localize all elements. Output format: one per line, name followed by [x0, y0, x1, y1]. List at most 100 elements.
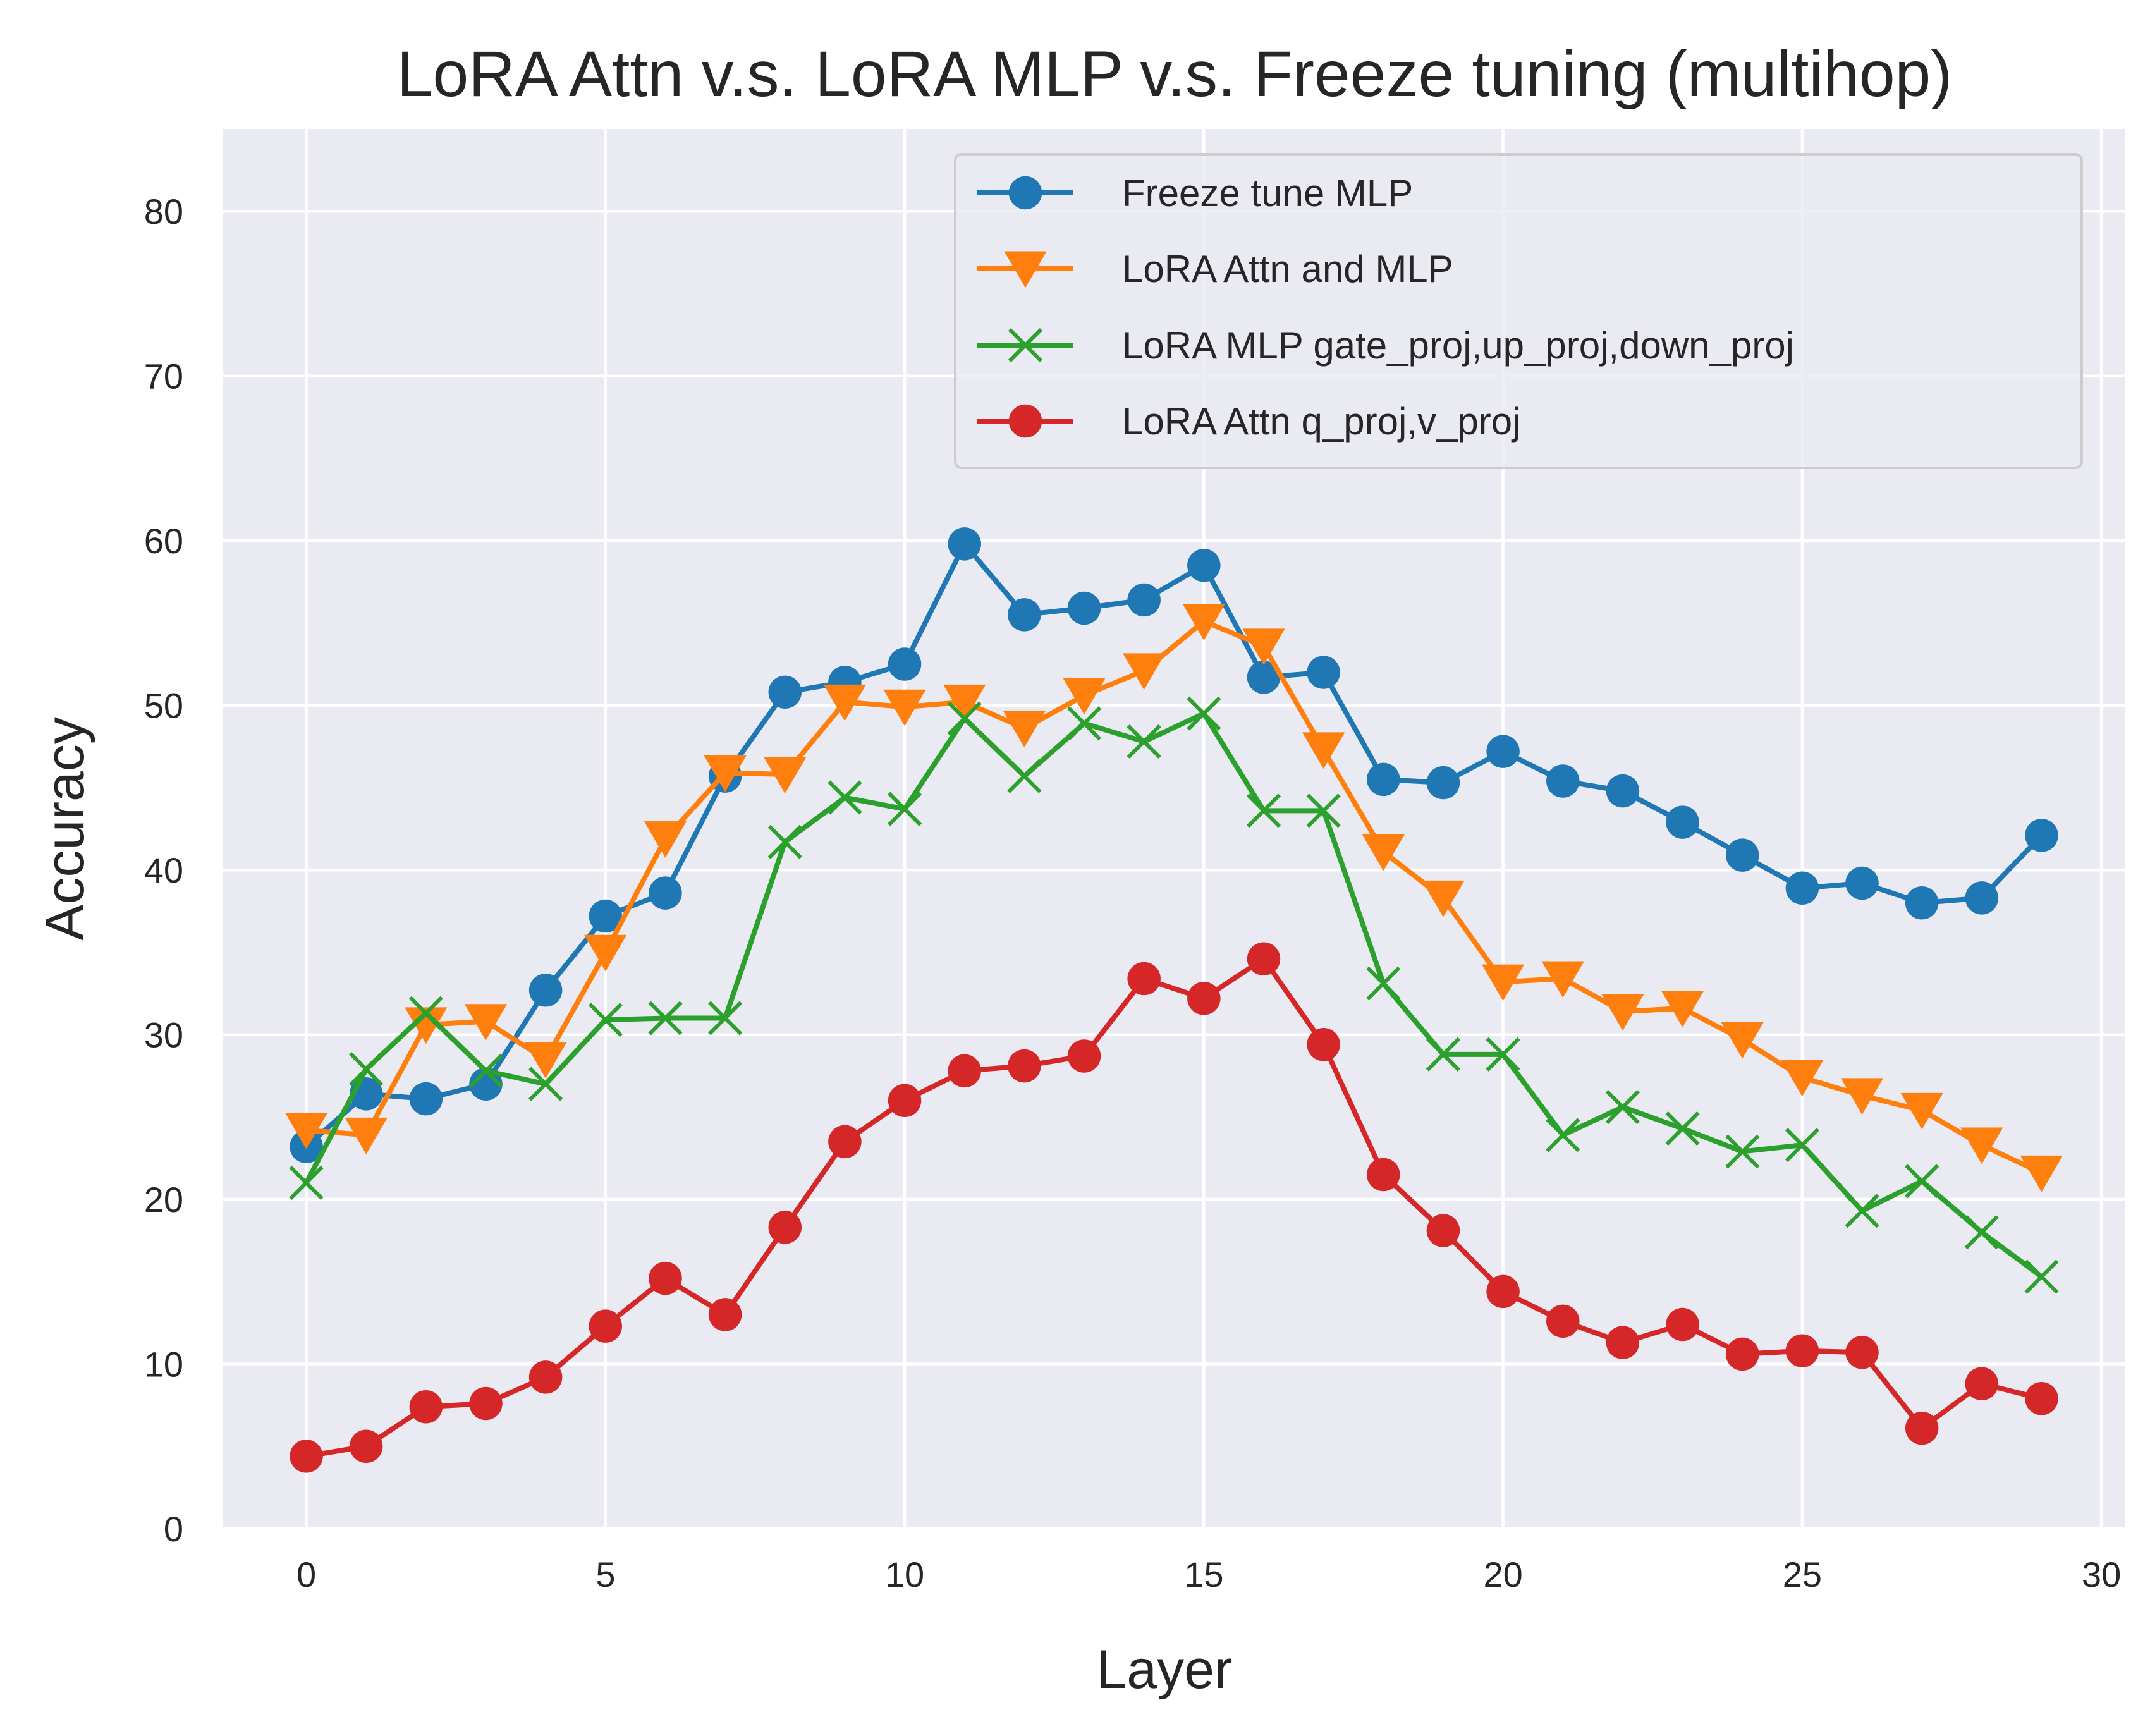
data-point — [1601, 994, 1644, 1031]
data-point — [1426, 766, 1460, 800]
data-point — [1003, 711, 1046, 748]
y-tick-label: 10 — [144, 1345, 183, 1385]
legend-label: LoRA Attn q_proj,v_proj — [1122, 400, 1520, 443]
x-tick-label: 5 — [596, 1555, 615, 1594]
data-point — [1362, 834, 1405, 871]
y-tick-label: 60 — [144, 521, 183, 561]
x-tick-label: 15 — [1184, 1555, 1223, 1594]
data-point — [823, 684, 867, 721]
x-tick-label: 20 — [1483, 1555, 1522, 1594]
series-4 — [290, 942, 2058, 1473]
data-point — [1302, 732, 1345, 769]
data-point — [349, 1429, 383, 1464]
data-point — [1721, 1022, 1764, 1059]
data-point — [589, 1309, 623, 1343]
series-line — [303, 618, 2044, 1176]
legend: Freeze tune MLP LoRA Attn and MLP LoRA MLP… — [954, 153, 2083, 469]
data-point — [888, 647, 922, 681]
legend-label: LoRA Attn and MLP — [1122, 248, 1453, 290]
data-point — [947, 701, 982, 736]
data-point — [1367, 1158, 1400, 1192]
y-tick-label: 0 — [164, 1509, 183, 1549]
data-point — [1965, 1367, 1999, 1401]
data-point — [1486, 1037, 1520, 1072]
data-point — [768, 1211, 802, 1244]
legend-swatch-marker — [1008, 176, 1042, 210]
y-tick-label: 30 — [144, 1015, 183, 1055]
data-point — [1066, 706, 1102, 741]
legend-item: LoRA Attn and MLP — [977, 248, 1453, 290]
data-point — [1965, 881, 1999, 915]
data-point — [2024, 1259, 2059, 1294]
data-point — [943, 684, 986, 721]
data-point — [2020, 1155, 2063, 1192]
data-point — [828, 1125, 862, 1159]
y-tick-label: 80 — [144, 192, 183, 231]
chart-title: LoRA Attn v.s. LoRA MLP v.s. Freeze tuni… — [397, 38, 1953, 110]
data-point — [1606, 1326, 1640, 1359]
data-point — [704, 755, 747, 792]
legend-swatch-marker — [1008, 327, 1043, 363]
data-point — [1063, 678, 1106, 715]
data-point — [408, 996, 443, 1030]
data-point — [589, 899, 623, 933]
data-point — [1725, 1134, 1760, 1169]
data-point — [1486, 735, 1520, 768]
data-point — [883, 689, 926, 726]
data-point — [649, 876, 682, 910]
legend-box — [954, 153, 2083, 469]
data-point — [290, 1440, 323, 1473]
legend-item: Freeze tune MLP — [977, 172, 1413, 214]
y-tick-label: 40 — [144, 850, 183, 890]
series — [284, 527, 2063, 1473]
data-point — [1246, 793, 1281, 828]
y-tick-label: 20 — [144, 1180, 183, 1219]
legend-item: LoRA Attn q_proj,v_proj — [977, 400, 1520, 443]
data-point — [764, 757, 807, 794]
data-point — [469, 1386, 503, 1421]
data-point — [1422, 880, 1465, 917]
series-2 — [284, 604, 2063, 1192]
legend-item: LoRA MLP gate_proj,up_proj,down_proj — [977, 324, 1794, 367]
data-point — [464, 1004, 508, 1041]
data-point — [468, 1053, 503, 1088]
data-point — [1187, 696, 1221, 731]
data-point — [1905, 1164, 1939, 1199]
data-point — [708, 1001, 743, 1036]
data-point — [1127, 962, 1161, 996]
data-point — [1905, 1411, 1939, 1445]
data-point — [528, 974, 563, 1007]
data-point — [1785, 1128, 1819, 1163]
data-point — [1067, 1039, 1101, 1073]
data-point — [1366, 966, 1401, 1001]
data-point — [524, 1042, 567, 1079]
data-point — [1187, 549, 1221, 582]
data-point — [409, 1082, 443, 1116]
data-point — [1123, 653, 1166, 690]
data-point — [469, 1067, 503, 1101]
data-point — [1900, 1092, 1943, 1130]
x-tick-label: 0 — [296, 1555, 316, 1594]
x-tick-label: 10 — [885, 1555, 924, 1594]
data-point — [1247, 942, 1281, 976]
data-point — [2025, 819, 2058, 852]
data-point — [1785, 871, 1819, 905]
data-point — [1541, 961, 1584, 998]
data-point — [1307, 1027, 1340, 1061]
data-point — [528, 1067, 563, 1101]
data-point — [1307, 656, 1340, 689]
data-point — [349, 1052, 384, 1087]
data-point — [1666, 1307, 1699, 1342]
data-point — [588, 1003, 623, 1037]
data-point — [584, 934, 627, 972]
data-point — [1845, 1336, 1879, 1369]
data-point — [1007, 759, 1042, 793]
data-point — [828, 780, 862, 815]
legend-swatch-marker — [1008, 404, 1042, 438]
data-point — [644, 821, 687, 858]
data-point — [1964, 1215, 1999, 1250]
data-point — [768, 675, 802, 709]
data-point — [1725, 838, 1759, 872]
data-point — [528, 1360, 563, 1394]
